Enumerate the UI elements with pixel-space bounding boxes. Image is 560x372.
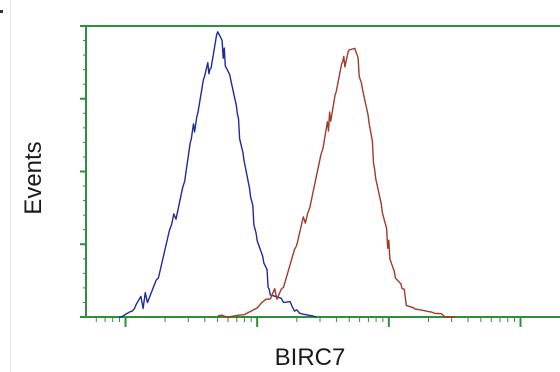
chart-series	[118, 31, 455, 318]
histogram-series-blue	[118, 31, 317, 318]
histogram-series-red	[217, 47, 455, 318]
chart-axes	[85, 25, 560, 318]
x-axis-label: BIRC7	[274, 344, 346, 371]
chart-ticks	[80, 25, 522, 327]
y-axis-label: Events	[20, 141, 47, 215]
image-edge-rule	[10, 0, 11, 372]
corner-mark	[0, 10, 3, 13]
